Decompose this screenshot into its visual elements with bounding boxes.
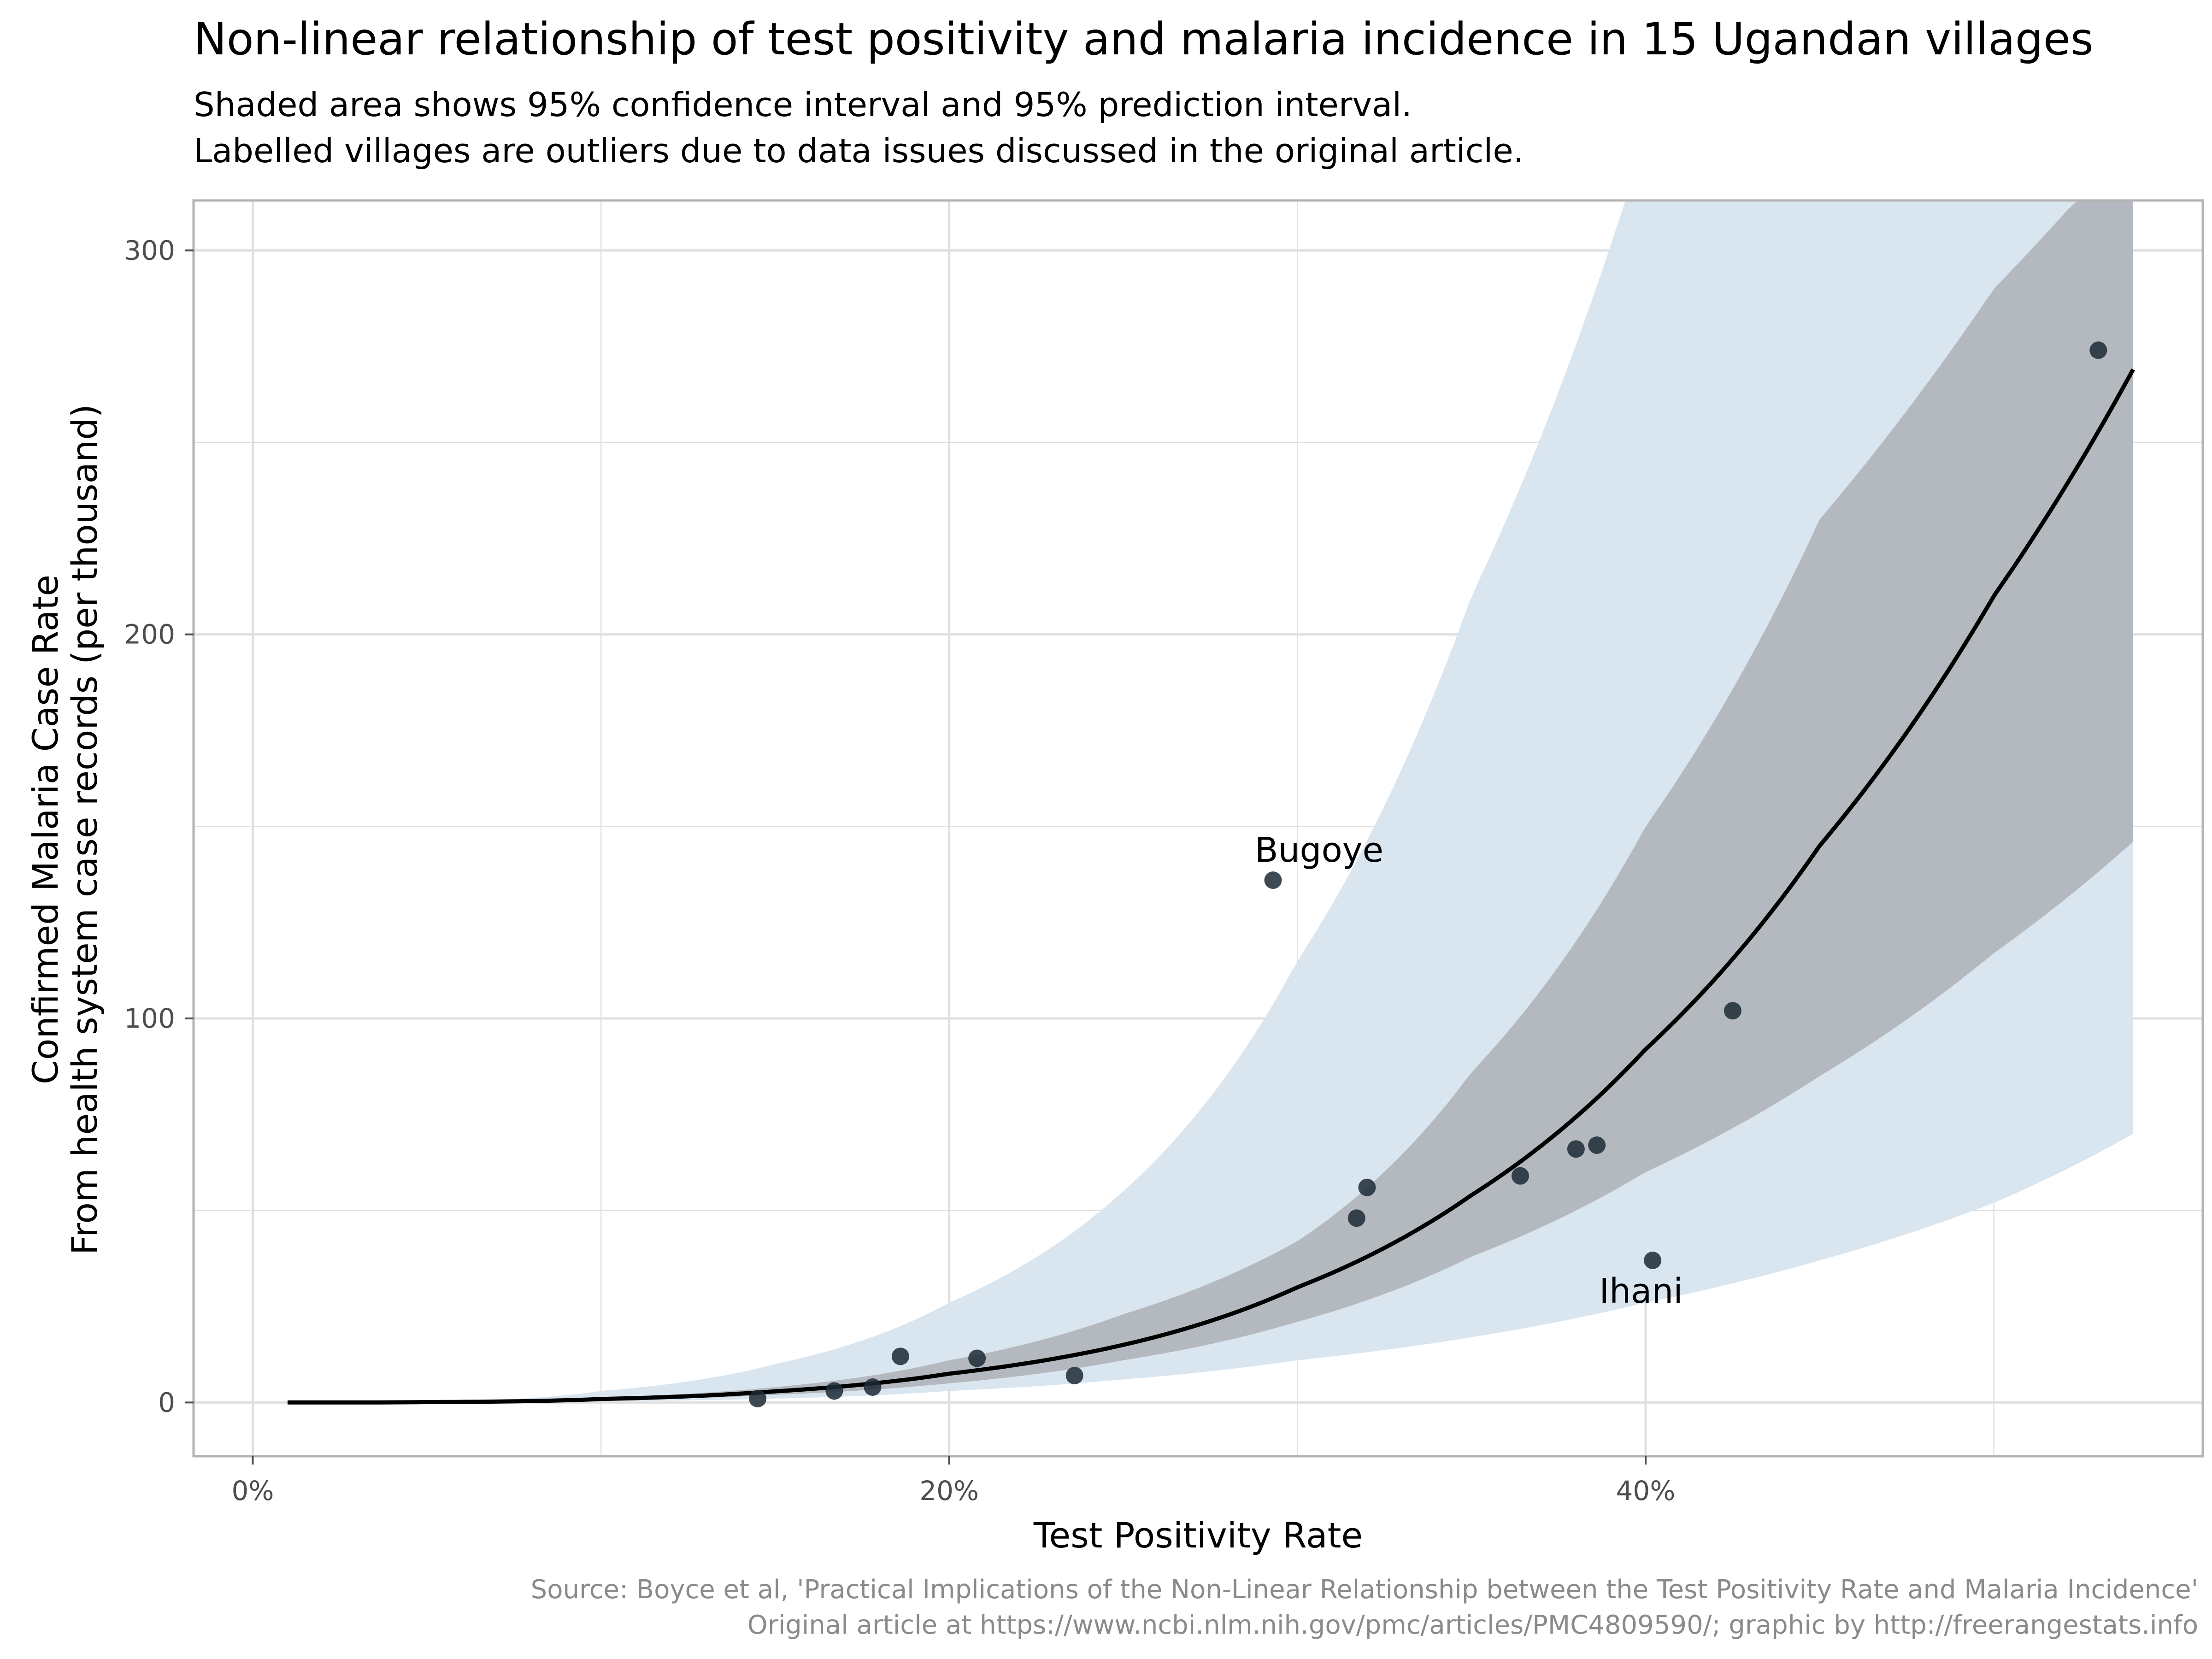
confidence-interval-band: [288, 200, 2133, 1403]
data-point: [825, 1382, 843, 1400]
data-points: Bugoye Ihani: [749, 341, 2107, 1407]
plot-panel: Bugoye Ihani: [192, 199, 2204, 1458]
y-tick-label: 0: [158, 1387, 175, 1418]
caption-line-2: Original article at https://www.ncbi.nlm…: [747, 1610, 2198, 1640]
data-point: [864, 1378, 882, 1396]
chart-title: Non-linear relationship of test positivi…: [194, 13, 2094, 65]
fit-line: [288, 368, 2135, 1405]
chart-subtitle-line-2: Labelled villages are outliers due to da…: [194, 131, 1524, 170]
data-point: [968, 1349, 986, 1367]
data-point: [749, 1390, 767, 1407]
x-tick-label: 40%: [1616, 1475, 1676, 1506]
data-point: [2089, 341, 2107, 359]
caption-line-1: Source: Boyce et al, 'Practical Implicat…: [531, 1575, 2198, 1605]
data-point: [1567, 1140, 1585, 1158]
data-point: [1724, 1002, 1741, 1020]
point-label-ihani: Ihani: [1599, 1271, 1683, 1311]
y-tick-label: 300: [124, 235, 175, 266]
data-point: [1588, 1136, 1606, 1154]
data-point: [1644, 1252, 1662, 1269]
data-point: [1511, 1167, 1529, 1185]
data-point: [1264, 871, 1282, 889]
y-tick-label: 100: [124, 1003, 175, 1034]
point-label-bugoye: Bugoye: [1255, 830, 1383, 870]
x-tick-label: 20%: [919, 1475, 979, 1506]
y-axis-ticks: 0 100 200 300: [124, 235, 194, 1418]
data-point: [891, 1347, 909, 1365]
x-tick-label: 0%: [231, 1475, 274, 1506]
x-axis-ticks: 0% 20% 40%: [231, 1456, 1675, 1506]
y-tick-label: 200: [124, 619, 175, 650]
data-point: [1358, 1178, 1376, 1196]
data-point: [1065, 1367, 1083, 1384]
y-axis-title-line-1: Confirmed Malaria Case Rate: [25, 575, 66, 1084]
panel-border: [192, 199, 2204, 1458]
data-point: [1347, 1209, 1365, 1227]
chart-subtitle-line-1: Shaded area shows 95% confidence interva…: [194, 85, 1412, 124]
y-axis-title-line-2: From health system case records (per tho…: [64, 404, 105, 1255]
x-axis-title: Test Positivity Rate: [1033, 1515, 1363, 1556]
